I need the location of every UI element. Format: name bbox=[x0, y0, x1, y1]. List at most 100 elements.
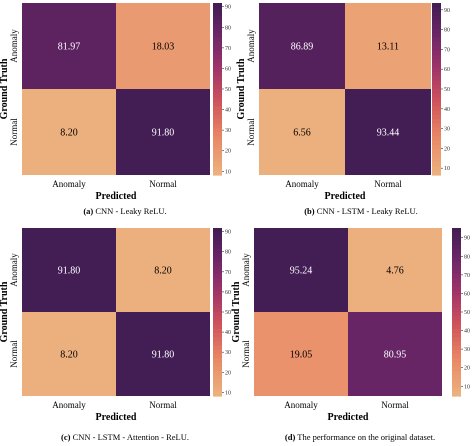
colorbar-segment bbox=[213, 358, 222, 363]
colorbar-segment bbox=[213, 375, 222, 380]
x-tick-label: Anomaly bbox=[52, 400, 86, 410]
colorbar-tick-label: 30 bbox=[225, 350, 231, 356]
heatmap-cell bbox=[22, 89, 116, 175]
colorbar-segment bbox=[213, 119, 222, 124]
colorbar-segment bbox=[213, 63, 222, 69]
heatmap-cell bbox=[116, 228, 210, 312]
heatmap-cell bbox=[348, 312, 442, 396]
colorbar-tick-label: 20 bbox=[444, 146, 450, 152]
colorbar-segment bbox=[432, 24, 441, 30]
cell-value-label: 86.89 bbox=[291, 42, 314, 53]
colorbar-tick-label: 40 bbox=[225, 108, 231, 114]
colorbar-segment bbox=[452, 349, 461, 355]
y-axis-label: Ground Truth bbox=[0, 58, 10, 119]
colorbar-segment bbox=[213, 114, 222, 120]
colorbar-segment bbox=[213, 341, 222, 347]
colorbar-segment bbox=[452, 362, 461, 368]
colorbar-segment bbox=[432, 89, 441, 94]
colorbar-segment bbox=[213, 391, 222, 397]
colorbar-segment bbox=[432, 140, 441, 146]
x-axis-label: Predicted bbox=[328, 412, 369, 423]
colorbar-segment bbox=[213, 67, 222, 73]
colorbar-segment bbox=[432, 149, 441, 155]
colorbar-tick-label: 60 bbox=[444, 67, 450, 73]
caption-d: (d) The performance on the original data… bbox=[246, 432, 474, 442]
colorbar-segment bbox=[213, 303, 222, 309]
colorbar-segment bbox=[432, 136, 441, 142]
colorbar-segment bbox=[452, 286, 461, 292]
caption-b: (b) CNN - LSTM - Leaky ReLU. bbox=[250, 206, 472, 216]
colorbar-segment bbox=[432, 166, 441, 172]
y-axis-label: Ground Truth bbox=[231, 281, 242, 342]
colorbar-segment bbox=[213, 307, 222, 313]
colorbar-tick-label: 40 bbox=[225, 330, 231, 336]
colorbar-segment bbox=[432, 93, 441, 99]
colorbar-segment bbox=[452, 232, 461, 237]
colorbar-segment bbox=[452, 341, 461, 347]
colorbar-tick-label: 30 bbox=[444, 127, 450, 133]
colorbar-segment bbox=[213, 270, 222, 275]
colorbar-segment bbox=[432, 33, 441, 38]
caption-c-tag: (c) bbox=[61, 432, 71, 442]
colorbar-segment bbox=[213, 366, 222, 372]
colorbar-tick-label: 50 bbox=[225, 310, 231, 316]
colorbar-segment bbox=[452, 261, 461, 267]
cell-value-label: 93.44 bbox=[377, 128, 400, 139]
heatmap-cell bbox=[22, 228, 116, 312]
colorbar-tick-label: 60 bbox=[464, 291, 470, 297]
caption-d-text: The performance on the original dataset. bbox=[297, 432, 436, 442]
colorbar-tick-label: 90 bbox=[225, 5, 231, 11]
caption-a-tag: (a) bbox=[83, 206, 94, 216]
caption-b-text: CNN - LSTM - Leaky ReLU. bbox=[316, 206, 418, 216]
cell-value-label: 8.20 bbox=[60, 350, 78, 361]
colorbar-tick-label: 30 bbox=[464, 347, 470, 353]
colorbar-tick-label: 40 bbox=[444, 107, 450, 113]
colorbar-segment bbox=[452, 274, 461, 279]
colorbar-segment bbox=[432, 114, 441, 120]
colorbar-segment bbox=[213, 166, 222, 172]
heatmap-cell bbox=[116, 89, 210, 175]
colorbar-segment bbox=[213, 286, 222, 292]
colorbar-segment bbox=[432, 123, 441, 129]
colorbar-segment bbox=[213, 349, 222, 355]
x-tick-label: Normal bbox=[149, 400, 177, 410]
colorbar-segment bbox=[432, 110, 441, 116]
colorbar-segment bbox=[432, 170, 441, 176]
caption-a: (a) CNN - Leaky ReLU. bbox=[14, 206, 236, 216]
colorbar-segment bbox=[213, 257, 222, 263]
colorbar-segment bbox=[213, 240, 222, 246]
colorbar-segment bbox=[432, 41, 441, 47]
caption-c-text: CNN - LSTM - Attention - ReLU. bbox=[72, 432, 189, 442]
colorbar-segment bbox=[213, 278, 222, 284]
colorbar-segment bbox=[452, 244, 461, 250]
colorbar-segment bbox=[452, 354, 461, 359]
colorbar-segment bbox=[432, 80, 441, 86]
colorbar-tick-label: 10 bbox=[225, 169, 231, 175]
cell-value-label: 19.05 bbox=[290, 350, 313, 361]
colorbar-segment bbox=[452, 312, 461, 317]
colorbar-segment bbox=[213, 236, 222, 242]
cell-value-label: 8.20 bbox=[60, 128, 78, 139]
heatmap-cell bbox=[116, 3, 210, 89]
colorbar-segment bbox=[213, 136, 222, 142]
colorbar-tick-label: 20 bbox=[464, 366, 470, 372]
cell-value-label: 91.80 bbox=[58, 266, 81, 277]
colorbar-segment bbox=[213, 387, 222, 393]
colorbar-segment bbox=[213, 101, 222, 107]
x-tick-label: Anomaly bbox=[285, 179, 319, 189]
colorbar-segment bbox=[432, 71, 441, 77]
colorbar-segment bbox=[432, 157, 441, 163]
colorbar-segment bbox=[213, 132, 222, 137]
colorbar-tick-label: 20 bbox=[225, 370, 231, 376]
colorbar-tick-label: 50 bbox=[464, 310, 470, 316]
colorbar-segment bbox=[432, 76, 441, 81]
colorbar-tick-label: 60 bbox=[225, 290, 231, 296]
colorbar-tick-label: 50 bbox=[225, 87, 231, 93]
cell-value-label: 91.80 bbox=[152, 128, 175, 139]
colorbar-segment bbox=[213, 11, 222, 17]
colorbar-segment bbox=[452, 366, 461, 372]
x-axis-label: Predicted bbox=[96, 412, 137, 423]
colorbar-segment bbox=[213, 379, 222, 384]
colorbar-segment bbox=[213, 362, 222, 368]
